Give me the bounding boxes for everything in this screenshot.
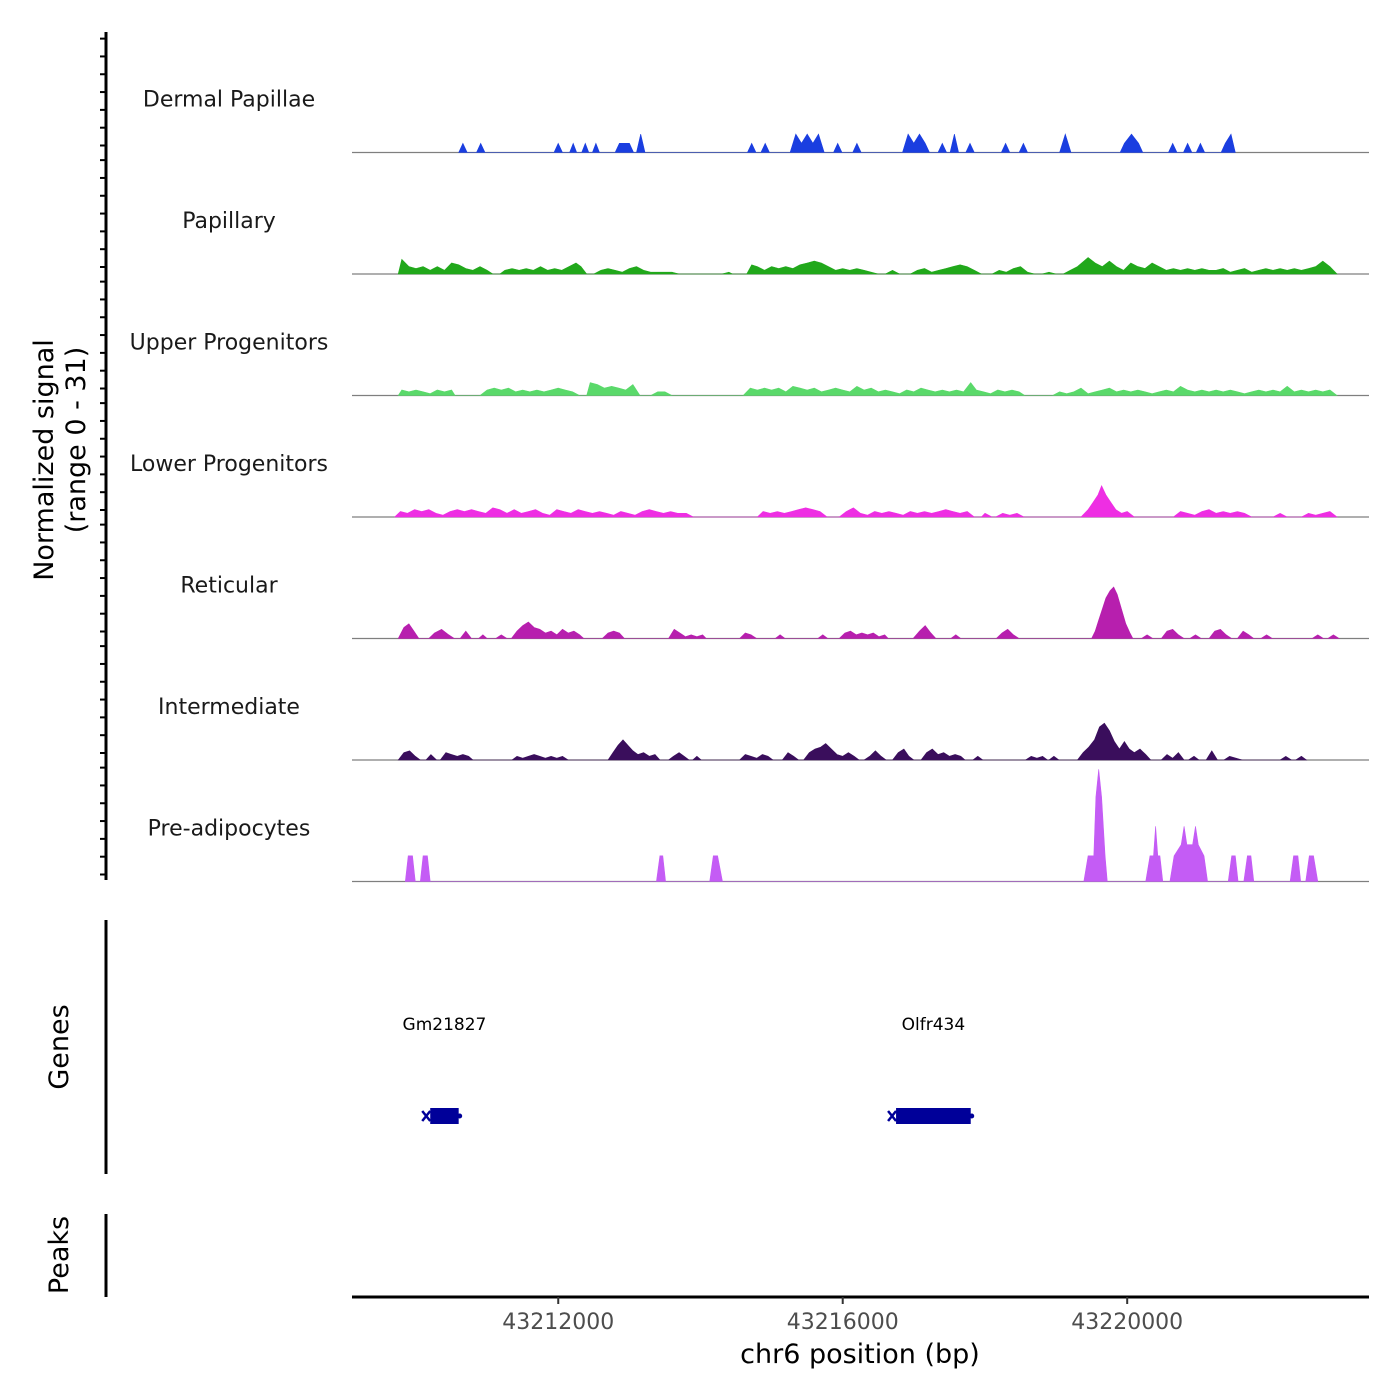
gene-gm21827: Gm21827	[403, 1015, 487, 1124]
x-axis-title: chr6 position (bp)	[740, 1339, 980, 1370]
gene-label: Gm21827	[403, 1015, 487, 1035]
signal-area-reticular	[397, 586, 1341, 639]
track-papillary: Papillary	[182, 209, 1369, 275]
gene-strand-mark	[421, 1110, 432, 1122]
peaks-panel-title: Peaks	[44, 1216, 75, 1294]
y-axis-title-line1: Normalized signal	[29, 339, 60, 581]
signal-area-upper-progenitors	[397, 382, 1338, 396]
x-tick-label: 43216000	[787, 1310, 899, 1335]
track-dermal-papillae: Dermal Papillae	[143, 88, 1369, 154]
track-lower-progenitors: Lower Progenitors	[130, 452, 1369, 518]
track-label: Upper Progenitors	[130, 331, 329, 356]
signal-area-papillary	[397, 257, 1338, 275]
signal-area-intermediate	[397, 722, 1308, 761]
signal-tracks: Dermal Papillae Papillary Upper Progenitor…	[130, 88, 1369, 883]
x-tick-label: 43220000	[1071, 1310, 1183, 1335]
gene-annotations: Gm21827 Olfr434	[403, 1015, 975, 1124]
gene-body	[430, 1108, 459, 1124]
track-label: Papillary	[182, 209, 276, 234]
signal-area-pre-adipocytes	[404, 769, 1319, 882]
y-axis-title: Normalized signal (range 0 - 31)	[29, 339, 92, 581]
gene-label: Olfr434	[902, 1015, 966, 1035]
track-intermediate: Intermediate	[158, 695, 1369, 761]
gene-end-mark	[457, 1113, 463, 1119]
gene-olfr434: Olfr434	[887, 1015, 975, 1124]
x-axis-ticks: 43212000 43216000 43220000	[502, 1297, 1183, 1335]
y-axis-title-line2: (range 0 - 31)	[61, 347, 92, 534]
signal-area-dermal-papillae	[458, 133, 1236, 153]
track-label: Intermediate	[158, 695, 300, 720]
track-upper-progenitors: Upper Progenitors	[130, 331, 1369, 397]
signal-area-lower-progenitors	[393, 484, 1338, 518]
gene-end-mark	[969, 1113, 975, 1119]
track-pre-adipocytes: Pre-adipocytes	[148, 769, 1369, 883]
signal-y-ticks	[100, 37, 106, 876]
track-label: Reticular	[180, 574, 278, 599]
track-label: Dermal Papillae	[143, 88, 315, 113]
gene-body	[896, 1108, 971, 1124]
track-label: Pre-adipocytes	[148, 817, 311, 842]
genes-panel-title: Genes	[44, 1004, 75, 1089]
track-label: Lower Progenitors	[130, 452, 328, 477]
gene-strand-mark	[887, 1110, 898, 1122]
track-reticular: Reticular	[180, 574, 1369, 640]
x-tick-label: 43212000	[502, 1310, 614, 1335]
